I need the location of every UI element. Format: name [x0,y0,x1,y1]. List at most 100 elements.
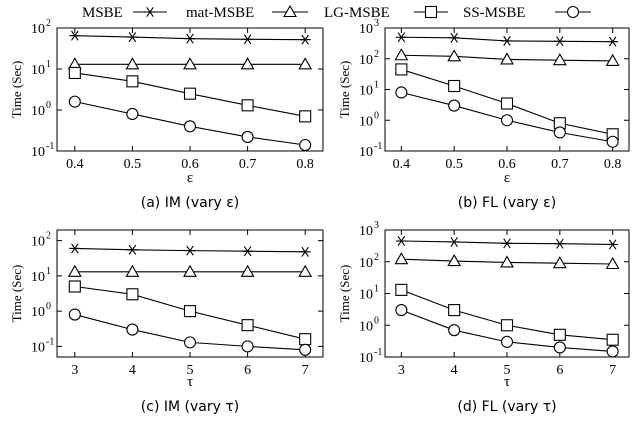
series-mat-msbe [394,252,620,270]
y-tick-label: 10 -1 [31,336,54,355]
data-point [299,138,312,152]
panel-caption: (d) FL (vary τ) [457,399,556,415]
data-point [299,34,311,45]
data-point [448,236,460,247]
x-tick-label: 0.8 [296,157,314,172]
series-msbe [395,236,619,250]
data-point [241,130,254,144]
x-axis-label: τ [187,374,193,390]
data-point [553,126,566,139]
data-point [241,99,254,112]
y-tick-label: 10 -1 [359,347,382,366]
x-tick-label: 7 [609,363,616,378]
data-point [395,63,408,76]
legend-marker-square [424,5,438,19]
x-tick-label: 6 [556,363,563,378]
data-point [240,57,255,70]
y-tick-exponent: -1 [46,336,54,347]
legend-item-ss-msbe: SS-MSBE [463,5,591,21]
data-point [126,107,139,121]
x-tick-label: 0.4 [393,157,411,172]
data-point [68,308,81,321]
x-tick-label: 6 [244,363,251,378]
data-point [607,36,619,47]
data-point [500,97,514,110]
data-point [242,246,254,257]
x-tick-label: 0.6 [498,157,516,172]
data-point [68,95,81,108]
data-point [448,304,461,317]
y-tick-exponent: 3 [374,18,379,29]
y-tick-exponent: 0 [374,110,379,121]
data-point [298,264,313,277]
data-point [184,33,196,44]
x-tick-label: 0.4 [66,157,84,172]
y-tick-label: 10 1 [359,284,379,303]
y-tick-label: 10 0 [31,301,51,320]
x-tick-label: 4 [451,363,458,378]
series-mat-msbe [67,57,313,70]
y-tick-exponent: 0 [374,315,379,326]
data-point [299,333,312,346]
x-axis-label: ε [504,170,510,186]
series-lg-msbe [395,283,619,346]
data-point [605,256,620,270]
x-tick-label: 0.7 [239,157,257,172]
legend-marker-triangle [283,4,297,18]
data-point [299,246,311,257]
y-axis-label: Time (Sec) [337,265,352,323]
data-point [68,280,81,293]
data-point [394,252,409,265]
y-axis-label: Time (Sec) [9,265,24,323]
series-ss-msbe [68,308,312,356]
y-tick-exponent: 2 [374,252,379,263]
y-tick-label: 10 3 [359,18,379,37]
data-point [395,32,407,43]
data-point [554,238,566,249]
y-tick-label: 10 -1 [31,141,54,160]
data-point [553,328,566,341]
y-tick-base: 10 [359,84,373,99]
y-tick-base: 10 [359,22,373,37]
data-point [501,35,513,46]
panel-caption: (b) FL (vary ε) [458,195,556,211]
x-tick-label: 0.8 [604,157,622,172]
data-point [125,57,140,70]
y-tick-label: 10 0 [359,315,379,334]
legend-label: mat-MSBE [186,5,254,21]
x-tick-label: 0.6 [181,157,199,172]
y-tick-base: 10 [359,114,373,129]
y-tick-base: 10 [359,288,373,303]
legend-marker-circle [566,5,580,19]
data-point [126,75,139,88]
data-point [448,324,461,337]
data-point [448,99,461,112]
data-point [68,66,81,80]
x-tick-label: 5 [504,363,511,378]
y-tick-base: 10 [359,145,373,160]
x-tick-label: 7 [302,363,309,378]
y-tick-label: 10 0 [31,100,51,119]
series-lg-msbe [395,63,619,141]
x-tick-label: 5 [187,363,194,378]
y-tick-label: 10 2 [359,252,379,271]
x-tick-label: 0.5 [445,157,463,172]
data-point [126,244,138,255]
y-tick-exponent: -1 [374,141,382,152]
data-point [606,135,619,148]
series-ss-msbe [68,95,312,152]
y-tick-base: 10 [359,351,373,366]
data-point [501,238,513,249]
y-tick-label: 10 1 [31,59,51,78]
legend-item-msbe: MSBE [82,5,167,21]
data-point [240,264,255,277]
data-point [67,264,82,277]
y-tick-base: 10 [359,319,373,334]
y-tick-base: 10 [31,145,45,160]
y-tick-base: 10 [31,305,45,320]
y-tick-exponent: 2 [46,231,51,242]
data-point [183,264,197,277]
